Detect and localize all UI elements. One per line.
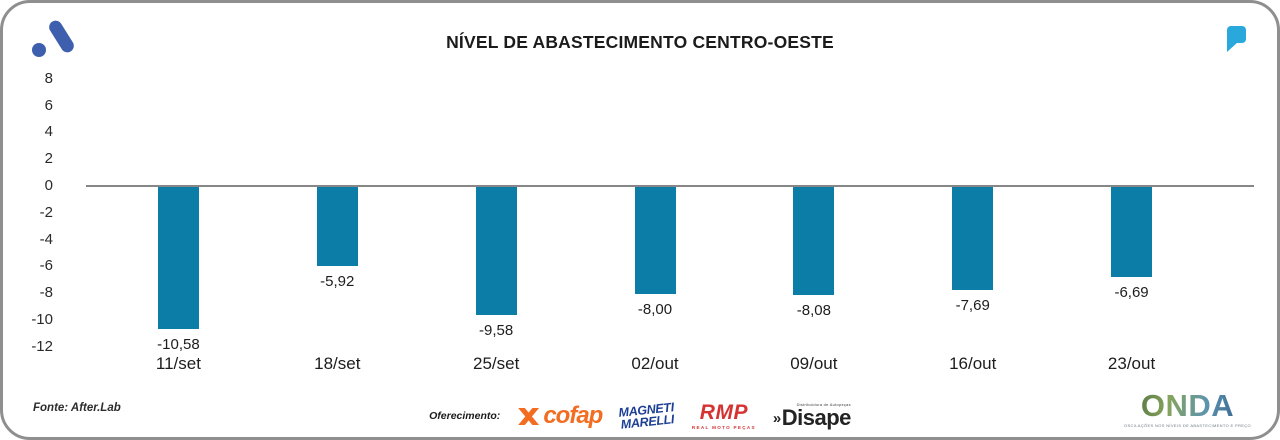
- bar: [316, 187, 358, 267]
- cofap-logo-text: cofap: [543, 402, 603, 429]
- x-tick-label: 18/set: [314, 354, 361, 373]
- bar: [793, 187, 835, 296]
- x-tick-label: 11/set: [155, 354, 201, 373]
- x-axis-zero-line: [86, 185, 1254, 187]
- x-tick-label: 09/out: [790, 354, 838, 373]
- bar: [1111, 187, 1153, 277]
- onda-logo-text: ONDA: [1124, 390, 1251, 421]
- bar: [952, 187, 994, 291]
- y-tick-label: -8: [39, 284, 53, 302]
- bar: [634, 187, 676, 295]
- x-tick-label: 16/out: [949, 354, 997, 373]
- bar: [475, 187, 517, 316]
- sponsors-row: Oferecimento: cofap MAGNETI MARELLI RMP …: [429, 394, 852, 437]
- quote-icon: [1227, 26, 1246, 52]
- bar-value-label: -8,08: [796, 302, 831, 320]
- rmp-logo-text: RMP: [699, 401, 748, 425]
- bar-value-label: -7,69: [955, 297, 990, 315]
- y-tick-label: -6: [39, 257, 53, 275]
- bar-value-label: -8,00: [637, 301, 673, 319]
- rmp-logo-subtext: REAL MOTO PEÇAS: [691, 424, 756, 430]
- quote-tail-icon: [1227, 42, 1238, 52]
- afterlab-logo-dot-icon: [32, 43, 46, 57]
- x-tick-label: 23/out: [1107, 354, 1156, 373]
- y-tick-label: 0: [44, 177, 53, 194]
- onda-logo-subtext: OSCILAÇÕES NOS NÍVEIS DE ABASTECIMENTO E…: [1124, 422, 1251, 428]
- disape-chevron-icon: »: [772, 409, 781, 427]
- y-tick-label: 4: [44, 123, 53, 141]
- disape-logo: Distribuidora de Autopeças » Disape: [772, 401, 852, 431]
- bar: [157, 187, 199, 329]
- afterlab-logo-icon: [29, 15, 81, 61]
- y-tick-label: -4: [39, 230, 53, 248]
- y-tick-label: 2: [44, 150, 53, 168]
- x-tick-label: 02/out: [631, 354, 679, 373]
- source-note: Fonte: After.Lab: [33, 402, 121, 414]
- disape-logo-subtext: Distribuidora de Autopeças: [796, 401, 851, 407]
- x-tick-label: 25/set: [472, 354, 520, 373]
- magneti-marelli-logo: MAGNETI MARELLI: [618, 400, 676, 431]
- y-tick-label: -12: [31, 337, 53, 355]
- bar-value-label: -10,58: [157, 335, 200, 353]
- bar-chart: 8 6 4 2 0 -2 -4 -6 -8 -10 -12 -10,58 11/set -5,92 18/s…: [3, 3, 1277, 437]
- bar-value-label: -5,92: [320, 273, 355, 291]
- disape-logo-text: Disape: [781, 405, 852, 431]
- cofap-x-icon: [518, 407, 540, 425]
- chart-title: NÍVEL DE ABASTECIMENTO CENTRO-OESTE: [446, 32, 834, 52]
- sponsor-label: Oferecimento:: [429, 410, 501, 422]
- y-tick-label: 8: [44, 69, 53, 87]
- bar-value-label: -9,58: [479, 322, 514, 340]
- y-tick-label: -10: [31, 311, 53, 328]
- bar-value-label: -6,69: [1114, 283, 1149, 301]
- cofap-logo: cofap: [517, 402, 603, 430]
- rmp-logo: RMP REAL MOTO PEÇAS: [692, 402, 756, 430]
- y-tick-label: 6: [44, 96, 53, 114]
- y-tick-label: -2: [39, 203, 53, 221]
- onda-logo: ONDA OSCILAÇÕES NOS NÍVEIS DE ABASTECIME…: [1124, 390, 1251, 428]
